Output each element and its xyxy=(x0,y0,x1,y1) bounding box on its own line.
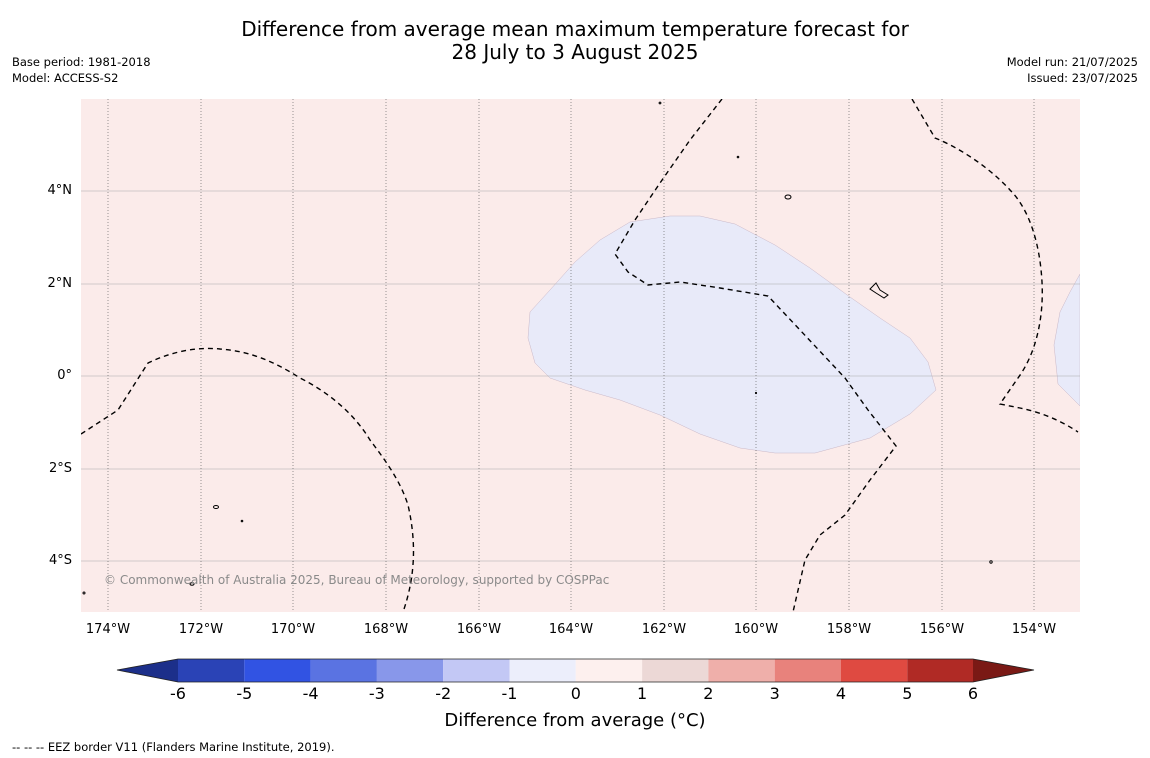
colorbar-tick: 6 xyxy=(967,684,979,703)
colorbar-tick: -1 xyxy=(501,684,518,703)
colorbar-bin xyxy=(774,659,841,682)
colorbar-tick: -4 xyxy=(302,684,319,703)
lon-label: 162°W xyxy=(641,622,687,637)
meta-left: Base period: 1981-2018 Model: ACCESS-S2 xyxy=(12,54,151,86)
colorbar-bin xyxy=(708,659,775,682)
islands xyxy=(82,101,993,595)
base-period: Base period: 1981-2018 xyxy=(12,55,151,69)
lat-label: 2°N xyxy=(47,276,73,291)
lon-label: 166°W xyxy=(456,622,502,637)
model-name: Model: ACCESS-S2 xyxy=(12,71,119,85)
eez-border-east xyxy=(911,99,1079,433)
lon-label: 174°W xyxy=(85,622,131,637)
colorbar-tick: 3 xyxy=(769,684,780,703)
lon-label: 164°W xyxy=(548,622,594,637)
colorbar xyxy=(116,658,1035,683)
colorbar-tick: 5 xyxy=(902,684,913,703)
colorbar-outline xyxy=(116,658,1035,683)
colorbar-tick: 4 xyxy=(835,684,847,703)
meta-right: Model run: 21/07/2025 Issued: 23/07/2025 xyxy=(1007,54,1138,86)
graticule xyxy=(81,99,1080,612)
eez-borders xyxy=(81,99,1079,612)
island xyxy=(82,591,86,595)
colorbar-tick: 0 xyxy=(570,684,581,703)
chart-title: Difference from average mean maximum tem… xyxy=(0,18,1150,64)
colorbar-bin xyxy=(642,659,709,682)
lon-label: 158°W xyxy=(826,622,872,637)
eez-footnote: -- -- -- EEZ border V11 (Flanders Marine… xyxy=(12,740,335,754)
island xyxy=(240,519,244,523)
lon-label: 168°W xyxy=(363,622,409,637)
issued-date: Issued: 23/07/2025 xyxy=(1027,71,1138,85)
copyright-text: © Commonwealth of Australia 2025, Bureau… xyxy=(104,573,609,587)
colorbar-min-extension xyxy=(117,659,178,682)
colorbar-bin xyxy=(376,659,444,682)
island xyxy=(869,282,889,299)
colorbar-tick: 2 xyxy=(703,684,714,703)
colorbar-bin xyxy=(907,659,973,682)
lon-label: 156°W xyxy=(919,622,965,637)
colorbar-bin xyxy=(310,659,377,682)
island xyxy=(989,560,993,564)
lon-label: 172°W xyxy=(178,622,224,637)
colorbar-tick: 1 xyxy=(637,684,648,703)
island xyxy=(213,505,219,509)
island xyxy=(189,582,195,586)
island xyxy=(754,391,758,395)
island xyxy=(736,155,740,159)
island xyxy=(658,101,662,105)
model-run: Model run: 21/07/2025 xyxy=(1006,55,1138,69)
colorbar-bin xyxy=(841,659,908,682)
lon-label: 154°W xyxy=(1011,622,1057,637)
lat-label: 0° xyxy=(57,368,72,383)
title-line-1: Difference from average mean maximum tem… xyxy=(241,17,909,41)
colorbar-bin xyxy=(178,659,245,682)
cool-anomaly-region-east xyxy=(1053,273,1080,407)
lon-label: 170°W xyxy=(270,622,316,637)
lon-label: 160°W xyxy=(733,622,779,637)
island xyxy=(784,194,792,200)
colorbar-tick: -6 xyxy=(170,684,186,703)
colorbar-bin xyxy=(575,659,643,682)
colorbar-bin xyxy=(443,659,510,682)
colorbar-bin xyxy=(509,659,576,682)
colorbar-tick: -2 xyxy=(435,684,452,703)
colorbar-title: Difference from average (°C) xyxy=(444,710,706,731)
lat-label: 4°N xyxy=(47,183,73,198)
lat-label: 4°S xyxy=(48,553,72,568)
colorbar-tick: -3 xyxy=(368,684,385,703)
colorbar-max-extension xyxy=(973,659,1034,682)
eez-border-central xyxy=(614,99,897,612)
title-line-2: 28 July to 3 August 2025 xyxy=(451,40,699,64)
colorbar-tick: -5 xyxy=(236,684,253,703)
lat-label: 2°S xyxy=(48,461,72,476)
colorbar-bin xyxy=(244,659,311,682)
